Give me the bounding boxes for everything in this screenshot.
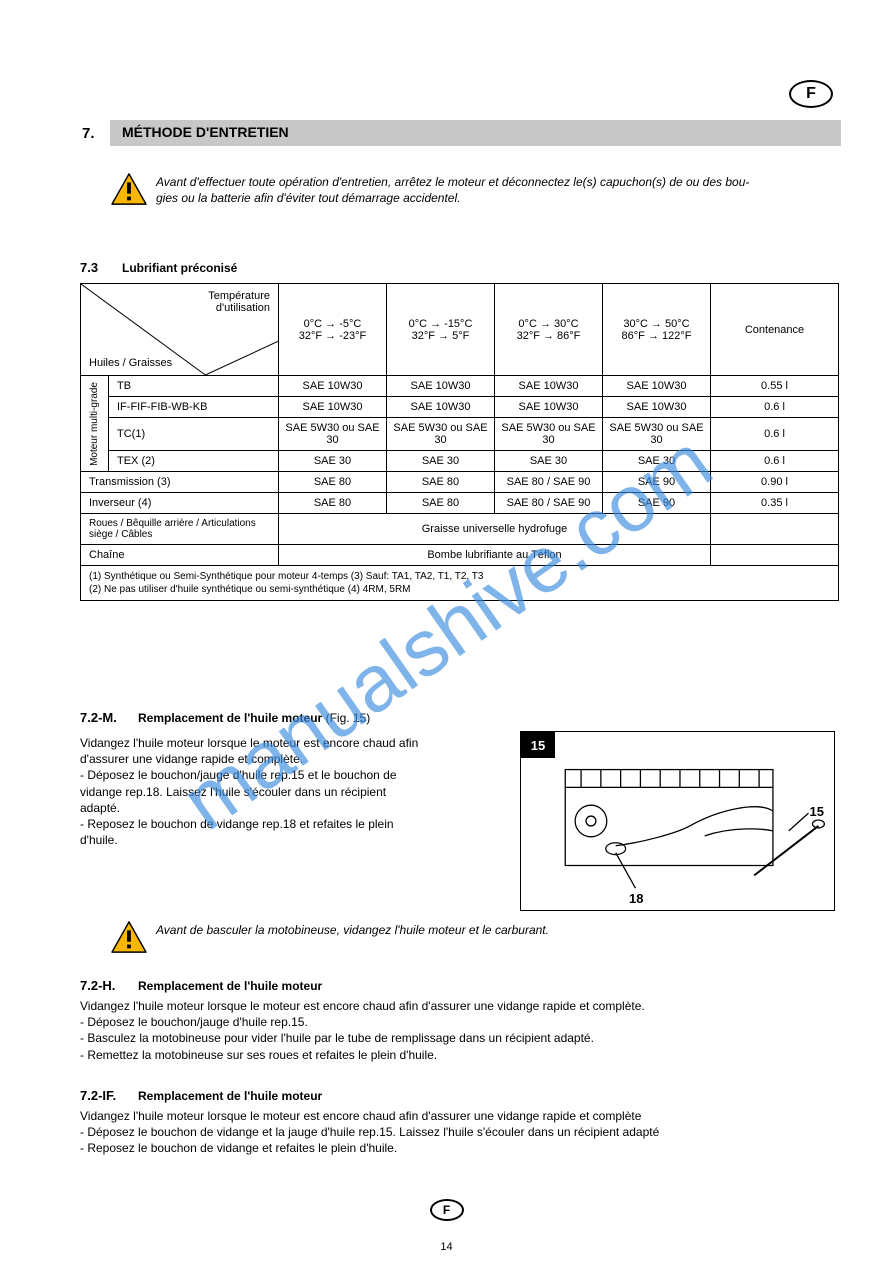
table-row: Roues / Bêquille arrière / Articulations…: [81, 514, 839, 545]
cell: 0.6 l: [711, 397, 839, 418]
figure-15: 15 15 18: [520, 731, 835, 911]
diag-cell: Température d'utilisation Huiles / Grais…: [81, 284, 279, 376]
cell: SAE 5W30 ou SAE 30: [603, 418, 711, 451]
cell: [711, 545, 839, 566]
subsection-7-2f-num: 7.2-IF.: [80, 1088, 116, 1103]
table-row: IF-FIF-FIB-WB-KB SAE 10W30 SAE 10W30 SAE…: [81, 397, 839, 418]
diag-top: Température d'utilisation: [208, 290, 270, 314]
cell: Bombe lubrifiante au Téflon: [279, 545, 711, 566]
cell: SAE 10W30: [387, 376, 495, 397]
col-h1: 0°C → -5°C 32°F → -23°F: [279, 284, 387, 376]
cell: SAE 80 / SAE 90: [495, 493, 603, 514]
lubricant-table: Température d'utilisation Huiles / Grais…: [80, 283, 839, 601]
table-row: Transmission (3) SAE 80 SAE 80 SAE 80 / …: [81, 472, 839, 493]
cell: SAE 80 / SAE 90: [495, 472, 603, 493]
table-row: Chaîne Bombe lubrifiante au Téflon: [81, 545, 839, 566]
cell: 0.6 l: [711, 451, 839, 472]
cell: SAE 10W30: [495, 376, 603, 397]
cell: SAE 10W30: [495, 397, 603, 418]
cell: 0.55 l: [711, 376, 839, 397]
warning-2-text: Avant de basculer la motobineuse, vidang…: [156, 920, 549, 938]
warning-icon: [110, 920, 148, 954]
cell: 0.6 l: [711, 418, 839, 451]
row-label: Roues / Bêquille arrière / Articulations…: [81, 514, 279, 545]
figure-drawing: [521, 732, 834, 910]
row-label: IF-FIF-FIB-WB-KB: [109, 397, 279, 418]
para-7-2h: Vidangez l'huile moteur lorsque le moteu…: [80, 998, 820, 1063]
row-label: Transmission (3): [81, 472, 279, 493]
warning-icon: [110, 172, 148, 206]
warning-text: Avant d'effectuer toute opération d'entr…: [156, 172, 749, 206]
table-row: Température d'utilisation Huiles / Grais…: [81, 284, 839, 376]
footer-badge: F: [430, 1199, 464, 1221]
row-label: TEX (2): [109, 451, 279, 472]
row-group-label: Moteur multi-grade: [81, 376, 109, 472]
cell: Graisse universelle hydrofuge: [279, 514, 711, 545]
cell: SAE 30: [387, 451, 495, 472]
table-note-row: (1) Synthétique ou Semi-Synthétique pour…: [81, 566, 839, 601]
warn1-l1: Avant d'effectuer toute opération d'entr…: [156, 175, 749, 189]
subsection-7-2m-title: Remplacement de l'huile moteur (Fig. 15): [138, 711, 370, 725]
note2: (2) Ne pas utiliser d'huile synthétique …: [89, 584, 411, 595]
section-number: 7.: [82, 125, 95, 142]
subsection-7-2f-title: Remplacement de l'huile moteur: [138, 1089, 322, 1103]
cell: 0.90 l: [711, 472, 839, 493]
subsection-7-2m-num: 7.2-M.: [80, 710, 117, 725]
fig-label-18: 18: [629, 891, 643, 906]
cell: 0.35 l: [711, 493, 839, 514]
warn1-l2: gies ou la batterie afin d'éviter tout d…: [156, 191, 460, 205]
cell: SAE 90: [603, 493, 711, 514]
col-h5: Contenance: [711, 284, 839, 376]
subsection-7-3-num: 7.3: [80, 260, 98, 275]
cell: SAE 90: [603, 472, 711, 493]
cell: SAE 5W30 ou SAE 30: [387, 418, 495, 451]
cell: SAE 80: [387, 493, 495, 514]
col-h3: 0°C → 30°C 32°F → 86°F: [495, 284, 603, 376]
cell: SAE 10W30: [603, 376, 711, 397]
para-7-2m: Vidangez l'huile moteur lorsque le moteu…: [80, 735, 500, 848]
cell: SAE 30: [603, 451, 711, 472]
warning-1: Avant d'effectuer toute opération d'entr…: [110, 172, 833, 206]
cell: SAE 10W30: [279, 397, 387, 418]
page-lang-badge: F: [789, 80, 833, 108]
table-row: TC(1) SAE 5W30 ou SAE 30 SAE 5W30 ou SAE…: [81, 418, 839, 451]
col-h4: 30°C → 50°C 86°F → 122°F: [603, 284, 711, 376]
para-7-2f: Vidangez l'huile moteur lorsque le moteu…: [80, 1108, 820, 1157]
col-h2: 0°C → -15°C 32°F → 5°F: [387, 284, 495, 376]
cell: SAE 80: [279, 493, 387, 514]
diag-bottom: Huiles / Graisses: [89, 357, 172, 369]
warning-2: Avant de basculer la motobineuse, vidang…: [110, 920, 833, 954]
table-row: TEX (2) SAE 30 SAE 30 SAE 30 SAE 30 0.6 …: [81, 451, 839, 472]
cell: SAE 10W30: [387, 397, 495, 418]
subsection-7-2h-num: 7.2-H.: [80, 978, 115, 993]
cell: SAE 30: [279, 451, 387, 472]
cell: SAE 10W30: [603, 397, 711, 418]
fig-label-15: 15: [810, 804, 824, 819]
row-label: Chaîne: [81, 545, 279, 566]
subsection-7-3-title: Lubrifiant préconisé: [122, 261, 237, 275]
row-label: TC(1): [109, 418, 279, 451]
footer-page: 14: [440, 1241, 452, 1253]
row-label: TB: [109, 376, 279, 397]
cell: [711, 514, 839, 545]
note1: (1) Synthétique ou Semi-Synthétique pour…: [89, 571, 483, 582]
cell: SAE 5W30 ou SAE 30: [279, 418, 387, 451]
table-notes: (1) Synthétique ou Semi-Synthétique pour…: [81, 566, 839, 601]
cell: SAE 80: [387, 472, 495, 493]
cell: SAE 10W30: [279, 376, 387, 397]
table-row: Moteur multi-grade TB SAE 10W30 SAE 10W3…: [81, 376, 839, 397]
table-row: Inverseur (4) SAE 80 SAE 80 SAE 80 / SAE…: [81, 493, 839, 514]
cell: SAE 5W30 ou SAE 30: [495, 418, 603, 451]
cell: SAE 80: [279, 472, 387, 493]
cell: SAE 30: [495, 451, 603, 472]
subsection-7-2h-title: Remplacement de l'huile moteur: [138, 979, 322, 993]
section-title: MÉTHODE D'ENTRETIEN: [122, 124, 289, 140]
row-label: Inverseur (4): [81, 493, 279, 514]
